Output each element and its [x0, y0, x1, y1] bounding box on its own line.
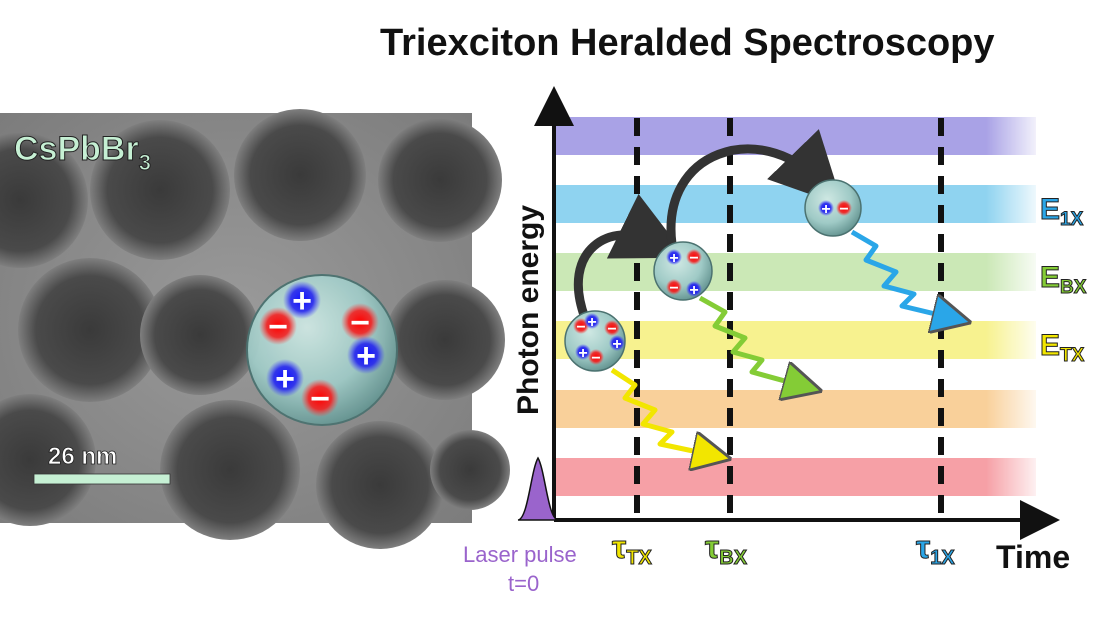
emission-photon-bx — [698, 295, 803, 386]
material-label: CsPbBr3 — [14, 130, 151, 175]
energy-band — [556, 458, 1036, 496]
hole-charge — [666, 249, 682, 265]
tau-1x-label: τ1X — [916, 529, 955, 569]
nanocrystal-dot — [316, 421, 444, 549]
y-axis-label: Photon energy — [512, 205, 545, 415]
scale-bar-label: 26 nm — [48, 443, 117, 470]
electron-charge — [259, 307, 297, 345]
nanocrystal-dot — [140, 275, 260, 395]
charge-sign: − — [607, 321, 616, 338]
charge-sign: + — [821, 201, 830, 218]
charge-sign: − — [689, 250, 698, 267]
hole-charge — [609, 335, 625, 351]
tau-tx-label: τTX — [612, 529, 652, 569]
figure-title: Triexciton Heralded Spectroscopy — [380, 22, 995, 64]
charge-sign: + — [612, 336, 621, 353]
nanocrystal-dot — [0, 394, 96, 526]
charge-sign: − — [591, 350, 600, 367]
nanocrystal-dot — [0, 132, 88, 268]
x-axis-label: Time — [996, 539, 1070, 575]
charge-sign: + — [587, 314, 596, 331]
material-main: CsPbBr — [14, 130, 139, 168]
nanocrystal-dot — [378, 118, 502, 242]
emission-photon-tx — [610, 367, 712, 455]
charge-sign: + — [275, 360, 295, 398]
nanocrystal-dot — [160, 400, 300, 540]
charge-sign: + — [356, 337, 376, 375]
electron-charge — [301, 379, 339, 417]
charge-sign: − — [350, 304, 370, 342]
triexciton-particle: − + −+ −+ — [564, 310, 626, 372]
laser-time-label: t=0 — [508, 571, 539, 596]
scale-bar — [33, 473, 171, 485]
energy-1x-label: E1X — [1040, 193, 1084, 230]
charge-sign: + — [669, 250, 678, 267]
charge-sign: − — [669, 280, 678, 297]
electron-charge — [836, 200, 852, 216]
energy-band — [556, 253, 1036, 291]
charge-sign: − — [268, 308, 288, 346]
electron-charge — [686, 249, 702, 265]
hole-charge — [266, 359, 304, 397]
biexciton-particle: + −− + — [653, 241, 713, 301]
transfer-arrow-tx-to-bx — [573, 193, 688, 320]
charge-sign: + — [578, 345, 587, 362]
charge-sign: − — [839, 201, 848, 218]
energy-band — [556, 117, 1036, 155]
energy-band — [556, 321, 1036, 359]
tau-bx-label: τBX — [705, 529, 748, 569]
electron-charge — [604, 320, 620, 336]
electron-charge — [341, 303, 379, 341]
energy-bx-label: EBX — [1040, 261, 1087, 298]
exciton-particle: + − — [804, 179, 862, 237]
charge-sign: − — [310, 380, 330, 418]
energy-band — [556, 185, 1036, 223]
hole-charge — [686, 281, 702, 297]
hole-charge — [283, 281, 321, 319]
hole-charge — [347, 336, 385, 374]
energy-tx-label: ETX — [1040, 329, 1085, 366]
tem-micrograph: +− −++− CsPbBr3 26 nm — [0, 109, 510, 549]
nanocrystal-dot — [430, 430, 510, 510]
nanocrystal-highlight: +− −++− — [246, 274, 398, 426]
hole-charge — [584, 313, 600, 329]
electron-charge — [588, 349, 604, 365]
material-subscript: 3 — [139, 150, 151, 175]
nanocrystal-dot — [90, 120, 230, 260]
charge-sign: − — [576, 319, 585, 336]
hole-charge — [575, 344, 591, 360]
nanocrystal-dot — [234, 109, 366, 241]
charge-sign: + — [689, 282, 698, 299]
transfer-arrow-bx-to-1x — [666, 129, 844, 245]
emission-photon-1x — [850, 229, 952, 318]
laser-pulse-shape — [517, 456, 559, 521]
charge-sign: + — [292, 282, 312, 320]
hole-charge — [818, 200, 834, 216]
nanocrystal-dot — [385, 280, 505, 400]
nanocrystal-dot — [18, 258, 162, 402]
electron-charge — [666, 279, 682, 295]
laser-pulse-label: Laser pulse — [463, 542, 577, 567]
energy-bands — [556, 117, 1036, 496]
